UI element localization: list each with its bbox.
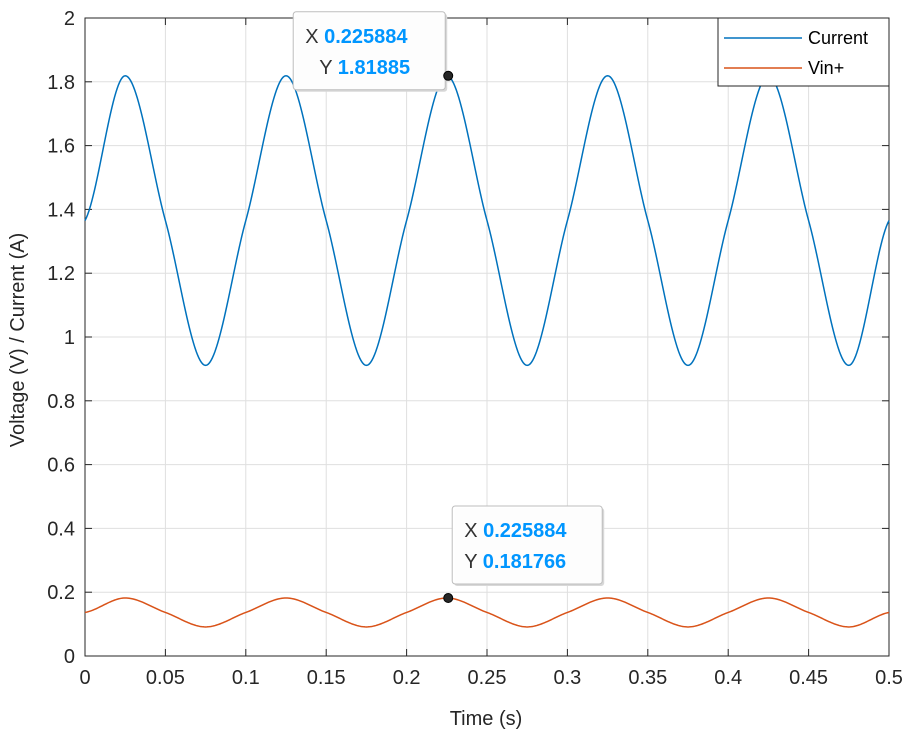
x-tick-label: 0.05 [146, 667, 185, 689]
datatip-x-value: 0.225884 [483, 520, 567, 542]
datatip-y-row: Y 1.81885 [319, 57, 410, 79]
y-tick-label: 1 [64, 327, 75, 349]
datatip-y-value: 0.181766 [483, 551, 566, 573]
datatip-x-value: 0.225884 [324, 26, 408, 48]
legend[interactable]: Current Vin+ [717, 17, 890, 87]
datatip-y-key: Y [464, 551, 483, 573]
datatip[interactable]: X 0.225884 Y 1.81885 [292, 11, 454, 92]
x-tick-label: 0.25 [468, 667, 507, 689]
datatip-box [292, 11, 446, 91]
series-line-1 [84, 597, 890, 628]
y-tick-label: 2 [64, 8, 75, 30]
datatip-y-key: Y [319, 57, 338, 79]
y-tick-label: 0 [64, 646, 75, 668]
y-axis-ticks: 0 0.2 0.4 0.6 0.8 1 1.2 1.4 1.6 1.8 2 [47, 8, 889, 668]
legend-label-current: Current [808, 28, 868, 48]
y-tick-label: 0.2 [47, 582, 75, 604]
series-lines [84, 74, 890, 628]
y-tick-label: 1.6 [47, 136, 75, 158]
legend-box [717, 17, 890, 87]
y-tick-label: 1.8 [47, 72, 75, 94]
datatip-x-key: X [305, 26, 324, 48]
y-tick-label: 0.8 [47, 391, 75, 413]
legend-label-vin: Vin+ [808, 58, 844, 78]
y-tick-label: 0.6 [47, 455, 75, 477]
datatip-marker[interactable] [443, 70, 454, 81]
x-axis-label: Time (s) [450, 708, 523, 730]
x-tick-label: 0.2 [393, 667, 421, 689]
x-tick-label: 0.45 [789, 667, 828, 689]
x-tick-label: 0.3 [553, 667, 581, 689]
datatip-x-row: X 0.225884 [305, 26, 408, 48]
datatip-box [451, 505, 603, 585]
x-axis-ticks: 0 0.05 0.1 0.15 0.2 0.25 0.3 0.35 0.4 0.45 0.5 [79, 18, 903, 689]
datatip-x-row: X 0.225884 [464, 520, 567, 542]
x-tick-label: 0.5 [875, 667, 903, 689]
datatip-marker[interactable] [443, 593, 454, 604]
x-tick-label: 0.4 [714, 667, 742, 689]
series-line-0 [84, 74, 890, 367]
x-tick-label: 0 [79, 667, 90, 689]
y-tick-label: 1.2 [47, 263, 75, 285]
y-tick-label: 0.4 [47, 518, 75, 540]
x-tick-label: 0.1 [232, 667, 260, 689]
datatip-x-key: X [464, 520, 483, 542]
x-tick-label: 0.15 [307, 667, 346, 689]
y-tick-label: 1.4 [47, 199, 75, 221]
datatip-y-value: 1.81885 [338, 57, 410, 79]
datatip-y-row: Y 0.181766 [464, 551, 566, 573]
x-tick-label: 0.35 [628, 667, 667, 689]
y-axis-label: Voltage (V) / Current (A) [7, 233, 29, 448]
